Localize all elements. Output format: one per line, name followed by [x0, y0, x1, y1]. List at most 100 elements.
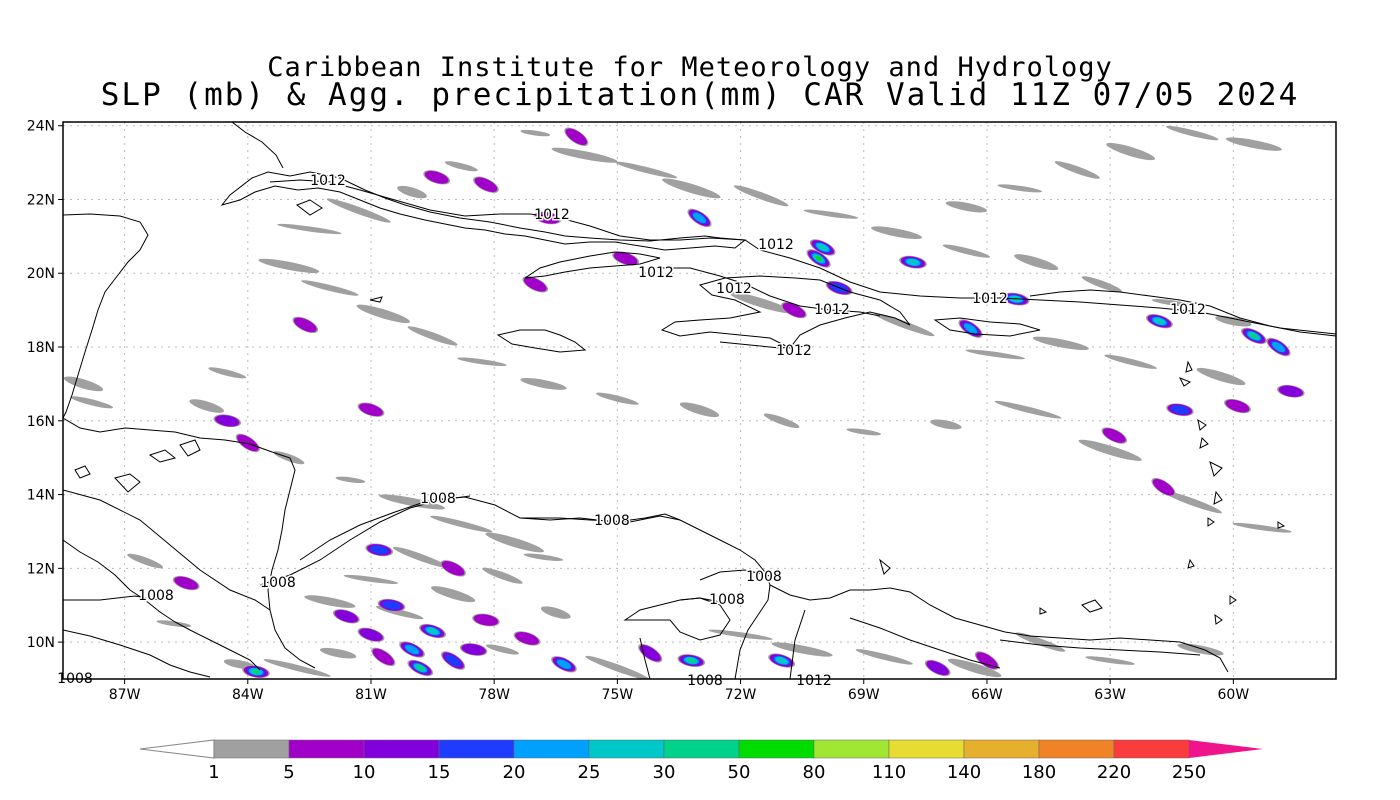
- precip-streak: [444, 161, 478, 172]
- precip-streak: [407, 326, 458, 346]
- precip-cell: [462, 644, 485, 655]
- isobar-label: 1008: [709, 592, 745, 608]
- precip-streak: [1151, 299, 1192, 307]
- precip-streak: [319, 647, 357, 659]
- precip-streak: [708, 629, 773, 640]
- precip-streak: [947, 658, 1002, 678]
- precip-streak: [1078, 439, 1142, 461]
- colorbar-swatch: [813, 739, 890, 759]
- lon-tick-label: 72W: [725, 687, 757, 703]
- precip-streak: [1106, 142, 1156, 161]
- isobar-label: 1012: [814, 302, 850, 318]
- lat-tick-label: 18N: [27, 340, 55, 356]
- precip-streak: [263, 659, 331, 677]
- precip-cell: [416, 665, 425, 671]
- lon-tick-label: 84W: [232, 687, 264, 703]
- precip-cell: [1102, 428, 1126, 443]
- colorbar-label: 10: [353, 762, 376, 783]
- precip-streak: [662, 178, 721, 199]
- precip-streak: [397, 185, 427, 199]
- precip-streak: [679, 402, 720, 418]
- lat-tick-label: 12N: [27, 561, 55, 577]
- precip-cell: [963, 323, 978, 334]
- colorbar-swatch: [513, 739, 590, 759]
- precip-cell: [335, 610, 357, 622]
- precip-streak: [520, 129, 551, 137]
- precip-cell: [474, 177, 498, 192]
- precip-streak: [189, 399, 224, 413]
- precip-cell: [927, 661, 948, 675]
- precip-cell: [237, 434, 259, 452]
- isobar-label: 1012: [776, 343, 812, 359]
- precip-streak: [1032, 336, 1089, 351]
- precip-cell: [1153, 317, 1166, 325]
- chart-subtitle: SLP (mb) & Agg. precipitation(mm) CAR Va…: [100, 77, 1300, 113]
- precip-cell: [1280, 386, 1302, 397]
- precip-cell: [1152, 478, 1175, 496]
- isobar-label: 1012: [796, 673, 832, 689]
- precip-streak: [482, 567, 523, 584]
- precip-cell: [382, 600, 401, 610]
- precip-cell: [976, 652, 998, 669]
- precip-cell: [426, 627, 439, 635]
- coastlines: [63, 122, 1336, 679]
- precip-cell: [1170, 405, 1190, 415]
- precip-cell: [640, 645, 660, 661]
- precip-cell: [1225, 399, 1250, 413]
- precip-streak: [485, 644, 519, 655]
- plot-frame: [62, 121, 1337, 680]
- colorbar-label: 30: [653, 762, 676, 783]
- isobars: [63, 179, 1336, 611]
- lon-tick-label: 81W: [355, 687, 387, 703]
- colorbar-swatch: [738, 739, 815, 759]
- precip-streak: [1014, 254, 1059, 271]
- precip-streak: [523, 553, 564, 561]
- colorbar-swatch: [288, 739, 365, 759]
- precip-streak: [875, 313, 935, 337]
- isobar-label: 1008: [746, 569, 782, 585]
- lon-tick-label: 87W: [109, 687, 141, 703]
- isobar-label: 1008: [138, 588, 174, 604]
- precip-cell: [686, 658, 696, 664]
- precip-streak: [1081, 276, 1123, 293]
- colorbar-swatch: [1038, 739, 1115, 759]
- precip-streak: [335, 476, 366, 484]
- colorbar-label: 250: [1172, 762, 1206, 783]
- precip-streak: [1215, 315, 1252, 327]
- precip-streak: [871, 226, 923, 239]
- precip-streak: [997, 184, 1043, 193]
- precip-streak: [70, 396, 114, 409]
- precip-streak: [208, 367, 247, 379]
- precip-streak: [855, 649, 913, 665]
- graticule: [63, 122, 1336, 679]
- precip-cell: [817, 243, 829, 252]
- precip-cell: [816, 256, 822, 261]
- colorbar: 1 5 10 15 20 25 30 50 80 110 140 180 220 250: [139, 739, 1263, 783]
- precip-cell: [424, 170, 449, 184]
- colorbar-swatch: [363, 739, 440, 759]
- precip-streak: [994, 400, 1062, 419]
- isobar-label: 1008: [594, 513, 630, 529]
- precip-streak: [551, 147, 618, 163]
- precip-cell: [441, 561, 465, 576]
- precip-streak: [585, 655, 650, 679]
- precip-streak: [63, 376, 104, 392]
- precip-cell: [775, 657, 788, 664]
- precip-streak: [1225, 137, 1282, 151]
- precip-streak: [1196, 367, 1246, 386]
- isobar-label: 1008: [260, 575, 296, 591]
- precip-cell: [174, 576, 199, 590]
- precip-cell: [1271, 341, 1286, 353]
- precip-cell: [370, 545, 389, 555]
- precip-cell: [515, 632, 539, 645]
- colorbar-label: 5: [283, 762, 294, 783]
- precip-streak: [763, 413, 800, 429]
- precip-cell: [782, 302, 806, 318]
- precip-cell: [473, 614, 499, 626]
- longitude-labels: 87W 84W 81W 78W 75W 72W 69W 66W 63W 60W: [109, 679, 1249, 703]
- colorbar-label: 15: [428, 762, 451, 783]
- precip-streak: [485, 532, 544, 553]
- precip-cell: [216, 415, 238, 426]
- precip-streak: [379, 494, 445, 510]
